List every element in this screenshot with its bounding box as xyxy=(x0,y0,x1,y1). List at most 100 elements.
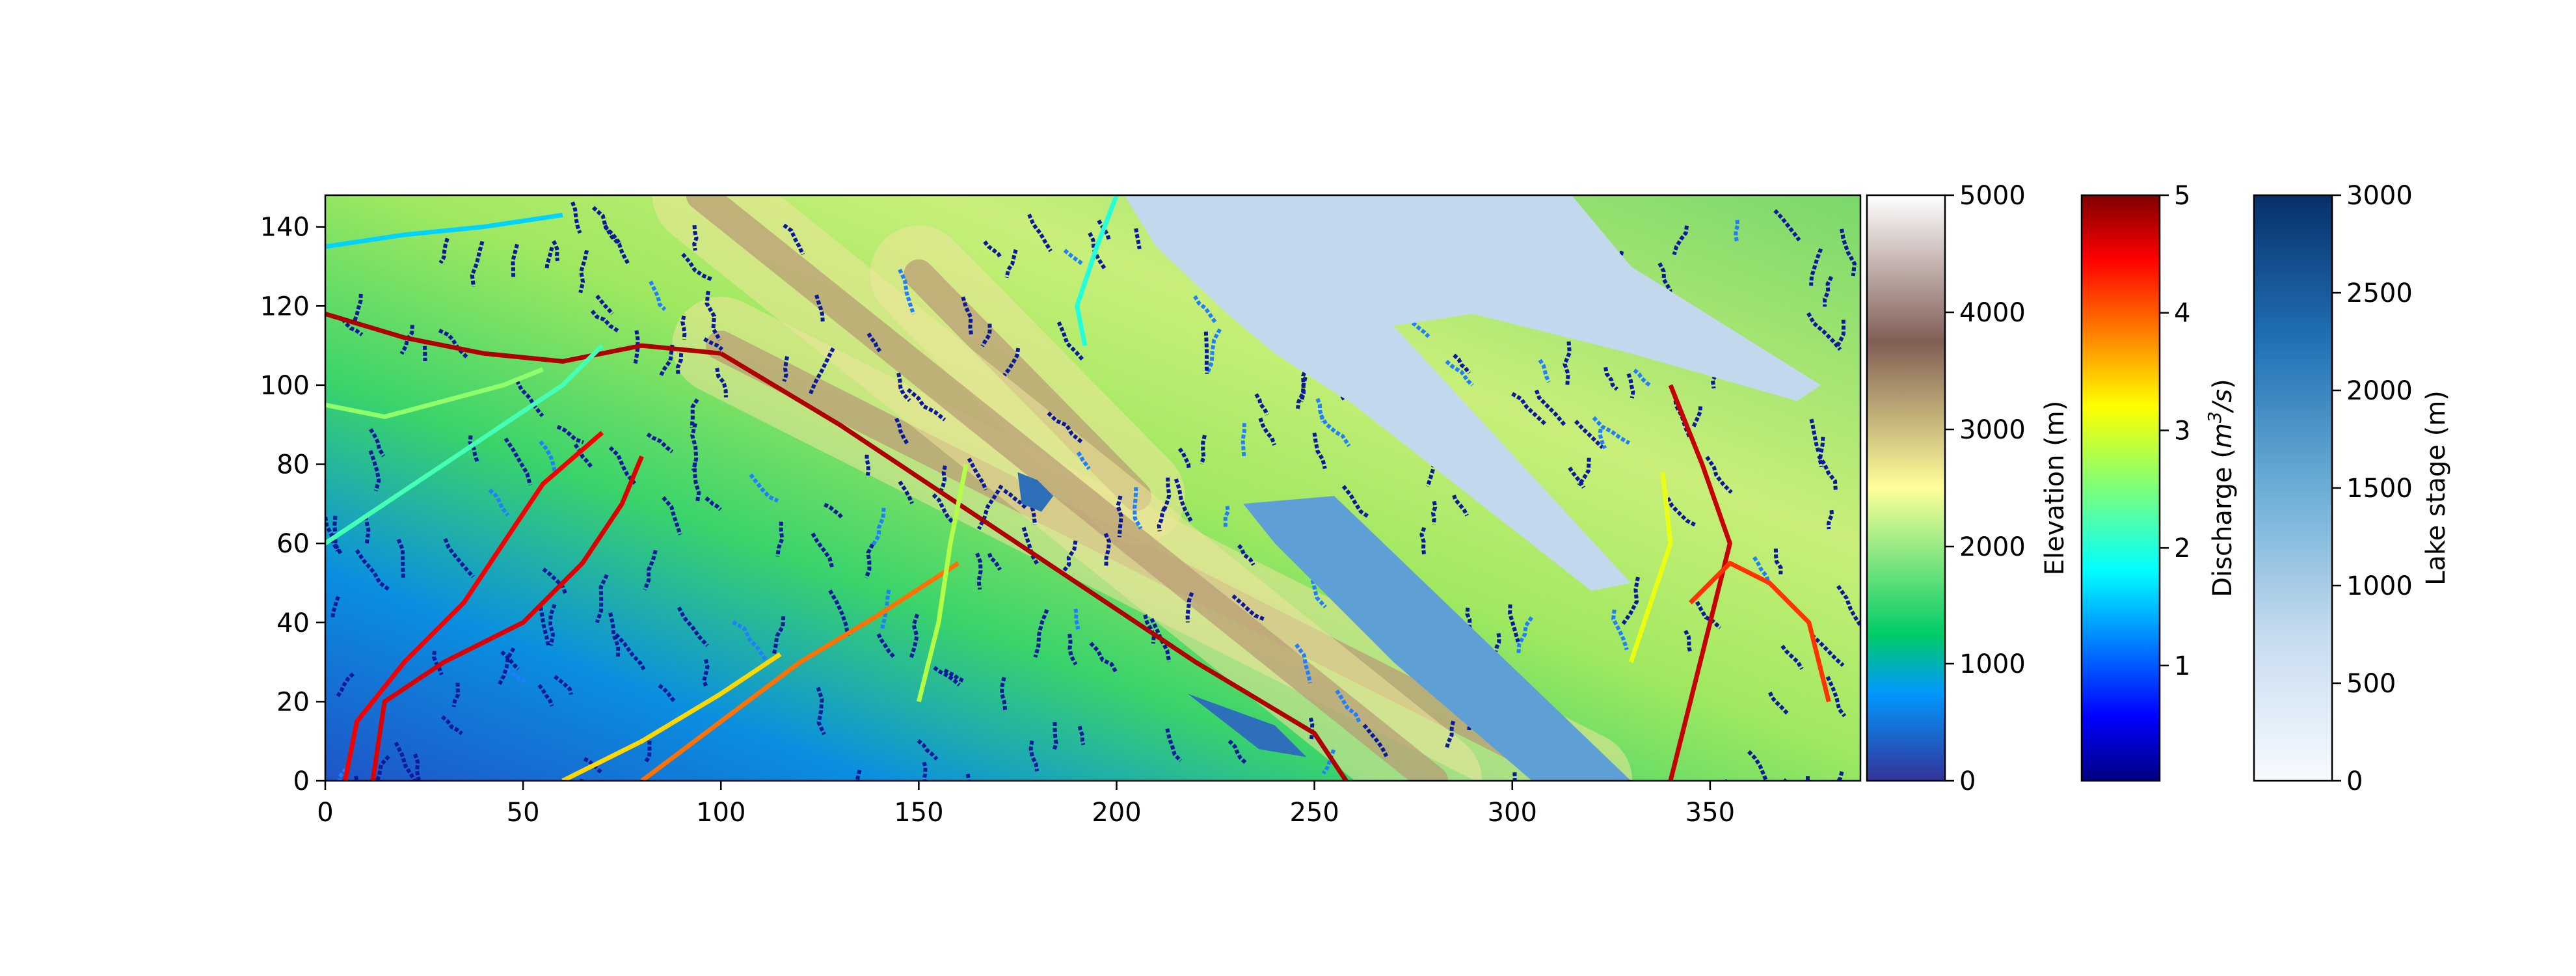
tributary-channel xyxy=(1626,373,1635,399)
tributary-channel xyxy=(1445,360,1474,387)
river-line xyxy=(1075,195,1119,346)
tributary-channel xyxy=(1047,411,1083,444)
tributary-channel xyxy=(692,462,701,504)
river-line xyxy=(719,351,1348,781)
tributary-channel xyxy=(1321,749,1336,775)
colorbar-tick-label: 1500 xyxy=(2346,474,2413,504)
tributary-channel xyxy=(1028,740,1039,772)
tributary-channel xyxy=(583,757,604,774)
tributary-channel xyxy=(681,252,714,282)
tributary-channel xyxy=(1747,750,1769,781)
tributary-channel xyxy=(1223,506,1231,528)
tributary-channel xyxy=(771,616,786,656)
tributary-channel xyxy=(1077,725,1086,746)
y-axis: 0 20 40 60 80 100 120 140 xyxy=(260,213,325,796)
tributary-channel xyxy=(1444,720,1455,750)
tributary-channel xyxy=(413,753,421,781)
x-tick-label: 50 xyxy=(507,798,540,828)
tributary-channel xyxy=(496,647,516,687)
y-tick-label: 20 xyxy=(276,687,310,717)
tributary-channel xyxy=(898,268,916,315)
colorbar-tick-label: 2000 xyxy=(1959,532,2026,562)
lake-stage-colorbar-bar xyxy=(2254,195,2332,781)
tributary-channel xyxy=(1073,608,1080,630)
tributary-channel xyxy=(1568,467,1586,489)
tributary-channel xyxy=(1806,312,1842,351)
tributary-channel xyxy=(1254,393,1270,416)
tributary-channel xyxy=(1840,228,1857,277)
tributary-channel xyxy=(1603,366,1618,391)
tributary-channel xyxy=(715,368,728,398)
x-tick-label: 100 xyxy=(696,798,745,828)
tributary-channel xyxy=(704,290,722,342)
tributary-channel xyxy=(906,388,946,422)
tributary-channel xyxy=(1258,417,1276,446)
y-tick-label: 0 xyxy=(293,766,310,796)
tributary-channel xyxy=(537,684,554,707)
tributary-channel xyxy=(1312,432,1327,470)
tributary-channel xyxy=(1177,447,1191,470)
colorbar-tick-label: 3 xyxy=(2174,416,2190,446)
tributary-channel xyxy=(573,443,594,469)
discharge-label-unit-rest: /s xyxy=(2208,389,2238,413)
tributary-channel xyxy=(590,310,619,332)
tributary-channel xyxy=(1067,634,1078,666)
tributary-channel xyxy=(980,323,992,347)
tributary-channel xyxy=(865,454,870,476)
tributary-channel xyxy=(538,606,550,646)
tributary-channel xyxy=(374,755,390,781)
tributary-channel xyxy=(488,488,510,517)
tributary-channel xyxy=(1666,496,1696,527)
colorbar-tick-label: 0 xyxy=(1959,766,1976,796)
tributary-channel xyxy=(578,250,589,293)
tributary-channel xyxy=(775,521,785,557)
colorbar-tick-label: 500 xyxy=(2346,669,2396,699)
river-line xyxy=(325,344,604,546)
tributary-channel xyxy=(364,516,371,545)
tributary-channel xyxy=(1494,633,1501,653)
y-tick-label: 120 xyxy=(260,291,310,321)
tributary-channel xyxy=(690,422,699,472)
tributary-channel xyxy=(677,606,709,647)
tributary-channel xyxy=(1088,232,1107,269)
tributary-channel xyxy=(1315,398,1325,423)
y-tick-label: 80 xyxy=(276,450,310,480)
tributary-channel xyxy=(1773,209,1801,242)
tributary-channel xyxy=(896,372,911,402)
tributary-channel xyxy=(983,240,1003,259)
tributary-channel xyxy=(335,672,355,698)
tributary-channel xyxy=(1157,507,1166,532)
x-tick-label: 0 xyxy=(317,798,333,828)
map-panel: 0 50 100 150 200 250 300 350 0 20 40 60 80 100 120 140 xyxy=(260,194,1862,828)
tributary-channel xyxy=(1817,454,1838,491)
colorbar-tick-label: 1000 xyxy=(1959,649,2026,679)
tributary-channel xyxy=(440,715,463,735)
tributary-channel xyxy=(355,549,390,591)
river-line xyxy=(1628,472,1673,663)
tributary-channel xyxy=(937,465,947,495)
tributary-channel xyxy=(680,315,687,340)
tributary-channel xyxy=(824,502,844,520)
tributary-channel xyxy=(511,243,519,278)
tributary-channel xyxy=(1205,328,1222,375)
tributary-channel xyxy=(539,440,557,474)
tributary-channel xyxy=(1165,728,1183,763)
lake-stage-colorbar-ticks: 0 500 1000 1500 2000 2500 3000 xyxy=(2332,181,2413,796)
discharge-colorbar-bar xyxy=(2082,195,2160,781)
elevation-colorbar-frame xyxy=(1866,194,1946,782)
tributary-channel xyxy=(814,294,825,322)
colorbar-tick-label: 2 xyxy=(2174,534,2190,563)
tributary-channel xyxy=(548,604,557,646)
tributary-channel xyxy=(1511,392,1547,426)
tributary-channel xyxy=(662,496,682,535)
tributary-channel xyxy=(704,496,722,511)
tributary-channel xyxy=(898,480,914,504)
lake xyxy=(1188,694,1307,757)
tributary-channel xyxy=(515,379,544,418)
tributary-channel xyxy=(932,493,954,524)
elevation-colorbar-label: Elevation (m) xyxy=(2040,401,2070,576)
tributary-channel xyxy=(1004,249,1018,278)
elevation-colorbar-ticks: 0 1000 2000 3000 4000 5000 xyxy=(1945,181,2026,796)
tributary-channel xyxy=(1826,509,1834,530)
tributary-channel xyxy=(1516,616,1534,655)
